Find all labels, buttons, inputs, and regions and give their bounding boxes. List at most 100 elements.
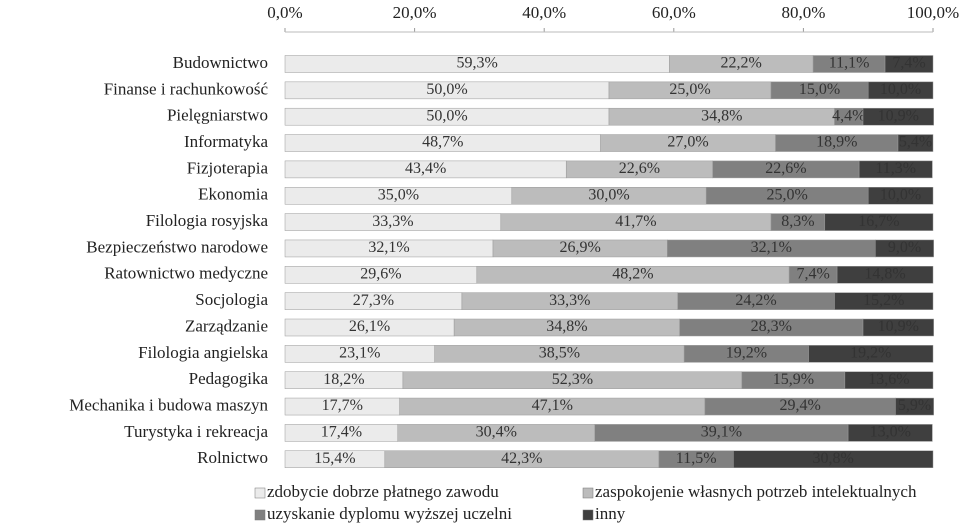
legend-swatch	[254, 487, 266, 499]
category-label: Socjologia	[195, 290, 268, 309]
value-label: 23,1%	[339, 345, 380, 362]
value-label: 39,1%	[701, 424, 742, 441]
bar-segment	[897, 134, 934, 152]
value-label: 15,9%	[773, 371, 814, 388]
bar-segment	[824, 213, 934, 231]
legend-swatch	[582, 509, 594, 521]
value-label: 29,4%	[779, 397, 820, 414]
value-label: 11,1%	[829, 55, 870, 72]
bar-segment	[808, 345, 934, 363]
value-label: 47,1%	[532, 397, 573, 414]
bar-segment	[847, 424, 933, 442]
value-label: 50,0%	[426, 107, 467, 124]
value-label: 17,4%	[321, 424, 362, 441]
bar-segment	[862, 318, 934, 337]
bar-segment	[867, 81, 934, 100]
x-tick-label: 80,0%	[781, 3, 825, 22]
value-label: 7,4%	[796, 265, 829, 282]
category-label: Filologia angielska	[138, 343, 268, 362]
bar-segment	[875, 239, 934, 258]
bar-segment	[858, 160, 933, 179]
bar-segment	[844, 371, 934, 389]
legend-label: inny	[595, 504, 626, 523]
category-label: Bezpieczeństwo narodowe	[86, 237, 268, 256]
value-label: 19,2%	[726, 345, 767, 362]
value-label: 15,4%	[314, 450, 355, 467]
value-label: 22,6%	[619, 160, 660, 177]
value-label: 33,3%	[372, 213, 413, 230]
value-label: 33,3%	[549, 292, 590, 309]
category-label: Pedagogika	[189, 369, 269, 388]
value-label: 10,9%	[878, 107, 919, 124]
category-label: Budownictwo	[173, 53, 268, 72]
category-label: Finanse i rachunkowość	[104, 79, 269, 98]
value-label: 27,0%	[667, 134, 708, 151]
value-label: 22,6%	[765, 160, 806, 177]
category-label: Ratownictwo medyczne	[104, 264, 268, 283]
value-label: 18,9%	[816, 134, 857, 151]
x-tick-label: 20,0%	[393, 3, 437, 22]
value-label: 10,0%	[880, 186, 921, 203]
value-label: 9,0%	[888, 239, 921, 256]
bar-segment	[867, 187, 934, 205]
bar-segment	[834, 292, 934, 310]
value-label: 19,2%	[850, 345, 891, 362]
category-label: Informatyka	[184, 132, 268, 151]
value-label: 17,7%	[322, 397, 363, 414]
value-label: 48,7%	[422, 134, 463, 151]
value-label: 13,0%	[870, 424, 911, 441]
bar-segment	[895, 397, 934, 416]
x-tick-label: 60,0%	[652, 3, 696, 22]
value-label: 22,2%	[721, 55, 762, 72]
value-label: 43,4%	[405, 160, 446, 177]
value-label: 10,9%	[878, 318, 919, 335]
value-label: 26,1%	[349, 318, 390, 335]
value-label: 8,3%	[781, 213, 814, 230]
value-label: 11,3%	[875, 160, 916, 177]
value-label: 15,2%	[863, 292, 904, 309]
legend-swatch	[582, 487, 594, 499]
category-label: Rolnictwo	[197, 448, 268, 467]
category-label: Mechanika i budowa maszyn	[69, 395, 268, 414]
value-label: 29,6%	[360, 265, 401, 282]
bar-segment	[836, 266, 934, 284]
value-label: 26,9%	[559, 239, 600, 256]
category-label: Fizjoterapia	[187, 158, 269, 177]
value-label: 32,1%	[368, 239, 409, 256]
value-label: 4,4%	[832, 107, 865, 124]
value-label: 11,5%	[676, 450, 717, 467]
value-label: 16,7%	[858, 213, 899, 230]
value-label: 5,4%	[899, 134, 932, 151]
legend-swatch	[254, 509, 266, 521]
value-label: 41,7%	[615, 213, 656, 230]
category-label: Ekonomia	[198, 185, 268, 204]
value-label: 24,2%	[735, 292, 776, 309]
value-label: 50,0%	[426, 81, 467, 98]
value-label: 5,9%	[898, 397, 931, 414]
x-tick-label: 100,0%	[907, 3, 959, 22]
value-label: 14,8%	[864, 265, 905, 282]
value-label: 27,3%	[353, 292, 394, 309]
category-label: Filologia rosyjska	[146, 211, 269, 230]
value-label: 34,8%	[546, 318, 587, 335]
value-label: 25,0%	[669, 81, 710, 98]
x-tick-label: 40,0%	[522, 3, 566, 22]
bar-segment	[733, 450, 934, 468]
value-label: 25,0%	[767, 186, 808, 203]
value-label: 48,2%	[612, 265, 653, 282]
category-label: Turystyka i rekreacja	[124, 422, 268, 441]
value-label: 30,4%	[476, 424, 517, 441]
value-label: 10,0%	[880, 81, 921, 98]
value-label: 18,2%	[323, 371, 364, 388]
category-label: Pielęgniarstwo	[167, 106, 268, 125]
value-label: 30,0%	[588, 186, 629, 203]
value-label: 35,0%	[378, 186, 419, 203]
value-label: 32,1%	[751, 239, 792, 256]
value-label: 28,3%	[751, 318, 792, 335]
legend-label: zdobycie dobrze płatnego zawodu	[267, 482, 499, 501]
value-label: 34,8%	[701, 107, 742, 124]
value-label: 7,4%	[892, 55, 925, 72]
bar-segment	[884, 55, 934, 73]
bar-segment	[862, 107, 934, 126]
